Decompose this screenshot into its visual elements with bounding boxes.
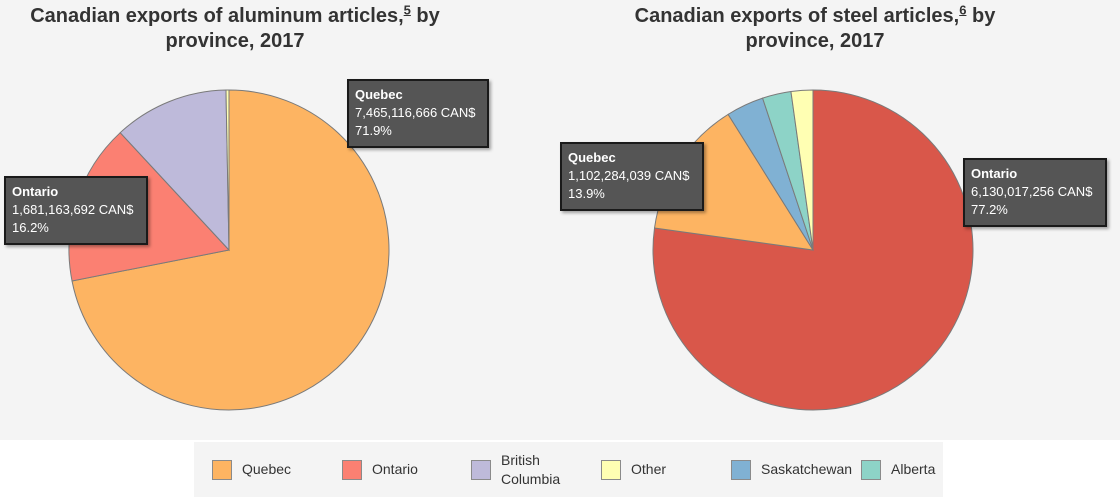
legend-item-saskatchewan[interactable]: Saskatchewan — [731, 442, 852, 497]
legend-item-british-columbia[interactable]: British Columbia — [471, 442, 560, 497]
aluminum-pie — [68, 89, 390, 411]
legend-swatch — [861, 459, 881, 480]
aluminum-title-line2: province, 2017 — [165, 30, 305, 52]
tooltip-aluminum-quebec: Quebec 7,465,116,666 CAN$ 71.9% — [347, 79, 489, 148]
legend-item-alberta[interactable]: Alberta — [861, 442, 935, 497]
tooltip-name: Ontario — [12, 184, 59, 199]
legend-label: Quebec — [242, 461, 292, 477]
tooltip-percent: 71.9% — [355, 123, 392, 138]
steel-pie — [652, 89, 974, 411]
aluminum-title-suffix: by — [410, 5, 440, 27]
legend-swatch — [471, 459, 491, 480]
aluminum-title-text: Canadian exports of aluminum articles, — [30, 5, 404, 27]
tooltip-steel-quebec: Quebec 1,102,284,039 CAN$ 13.9% — [560, 142, 704, 211]
tooltip-percent: 16.2% — [12, 220, 49, 235]
legend: Quebec Ontario British Columbia Other Sa… — [194, 442, 943, 497]
steel-chart-title: Canadian exports of steel articles,6 by … — [570, 2, 1060, 54]
aluminum-footnote-link[interactable]: 5 — [403, 2, 411, 18]
tooltip-value: 1,681,163,692 CAN$ — [12, 202, 134, 217]
tooltip-name: Quebec — [568, 150, 616, 165]
tooltip-name: Quebec — [355, 87, 403, 102]
tooltip-percent: 13.9% — [568, 186, 605, 201]
legend-label-line1: British — [501, 451, 540, 468]
legend-label: Saskatchewan — [761, 461, 853, 477]
tooltip-name: Ontario — [971, 166, 1018, 181]
steel-slice-other[interactable] — [790, 89, 814, 251]
legend-label: Other — [631, 461, 667, 477]
aluminum-slice-other[interactable] — [225, 89, 230, 251]
legend-item-other[interactable]: Other — [601, 442, 666, 497]
tooltip-aluminum-ontario: Ontario 1,681,163,692 CAN$ 16.2% — [4, 176, 148, 245]
legend-swatch — [212, 459, 232, 480]
legend-swatch — [601, 459, 621, 480]
legend-label: Ontario — [372, 461, 418, 477]
aluminum-slice-british-columbia[interactable] — [119, 89, 230, 252]
pie-charts — [68, 89, 974, 411]
legend-label: Alberta — [891, 461, 936, 477]
legend-item-quebec[interactable]: Quebec — [212, 442, 291, 497]
steel-title-text: Canadian exports of steel articles, — [634, 5, 960, 27]
aluminum-slice-quebec[interactable] — [71, 89, 390, 411]
legend-swatch — [731, 459, 751, 480]
tooltip-value: 1,102,284,039 CAN$ — [568, 168, 690, 183]
legend-label: British Columbia — [501, 451, 560, 489]
tooltip-value: 7,465,116,666 CAN$ — [355, 105, 476, 120]
legend-swatch — [342, 459, 362, 480]
legend-item-ontario[interactable]: Ontario — [342, 442, 418, 497]
aluminum-chart-title: Canadian exports of aluminum articles,5 … — [0, 2, 470, 54]
legend-label-line2: Columbia — [501, 470, 561, 487]
tooltip-steel-ontario: Ontario 6,130,017,256 CAN$ 77.2% — [963, 158, 1107, 227]
tooltip-percent: 77.2% — [971, 202, 1008, 217]
steel-title-line2: province, 2017 — [745, 30, 885, 52]
steel-footnote-link[interactable]: 6 — [959, 2, 967, 18]
steel-title-suffix: by — [966, 5, 996, 27]
tooltip-value: 6,130,017,256 CAN$ — [971, 184, 1093, 199]
